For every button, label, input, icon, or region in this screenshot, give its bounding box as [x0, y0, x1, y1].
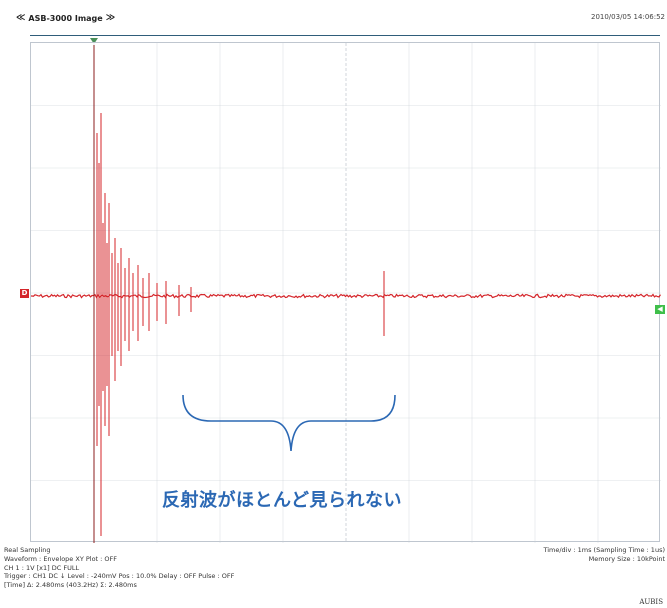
waveform-settings: Waveform : Envelope XY Plot : OFF: [4, 554, 118, 563]
trigger-settings: Trigger : CH1 DC ↓ Level : -240mV Pos : …: [4, 572, 235, 581]
annotation-text: 反射波がほとんど見られない: [162, 490, 402, 511]
sampling-mode: Real Sampling: [4, 546, 51, 554]
settings-info-panel: Real Sampling Waveform : Envelope XY Plo…: [4, 546, 234, 590]
timebase-info-panel: Time/div : 1ms (Sampling Time : 1us) Mem…: [543, 546, 665, 564]
app-title: ASB-3000 Image: [28, 13, 103, 23]
scope-display: [30, 42, 661, 543]
time-div-setting: Time/div : 1ms (Sampling Time : 1us): [543, 546, 665, 554]
channel-settings: CH 1 : 1V [x1] DC FULL: [4, 563, 80, 572]
waveform-baseline: [31, 293, 661, 299]
chevron-left-icon[interactable]: ≪: [16, 13, 26, 23]
time-measurement: [Time] Δ: 2.480ms (403.2Hz) Σ: 2.480ms: [4, 581, 137, 590]
trigger-position-marker[interactable]: [90, 38, 98, 44]
capture-datetime: 2010/03/05 14:06:52: [590, 13, 665, 21]
brand-logo: AUBIS: [639, 598, 663, 606]
chevron-right-icon[interactable]: ≫: [105, 13, 116, 23]
trigger-position-rule: [30, 35, 660, 36]
waveform-plot: [31, 43, 661, 543]
window-title-bar: ≪ ASB-3000 Image ≫: [16, 13, 115, 23]
reference-marker-icon[interactable]: ◀: [655, 305, 665, 314]
annotation-bracket: [182, 394, 396, 452]
memory-size-setting: Memory Size : 10kPoint: [588, 554, 665, 563]
ch1-level-marker[interactable]: D: [20, 289, 29, 298]
